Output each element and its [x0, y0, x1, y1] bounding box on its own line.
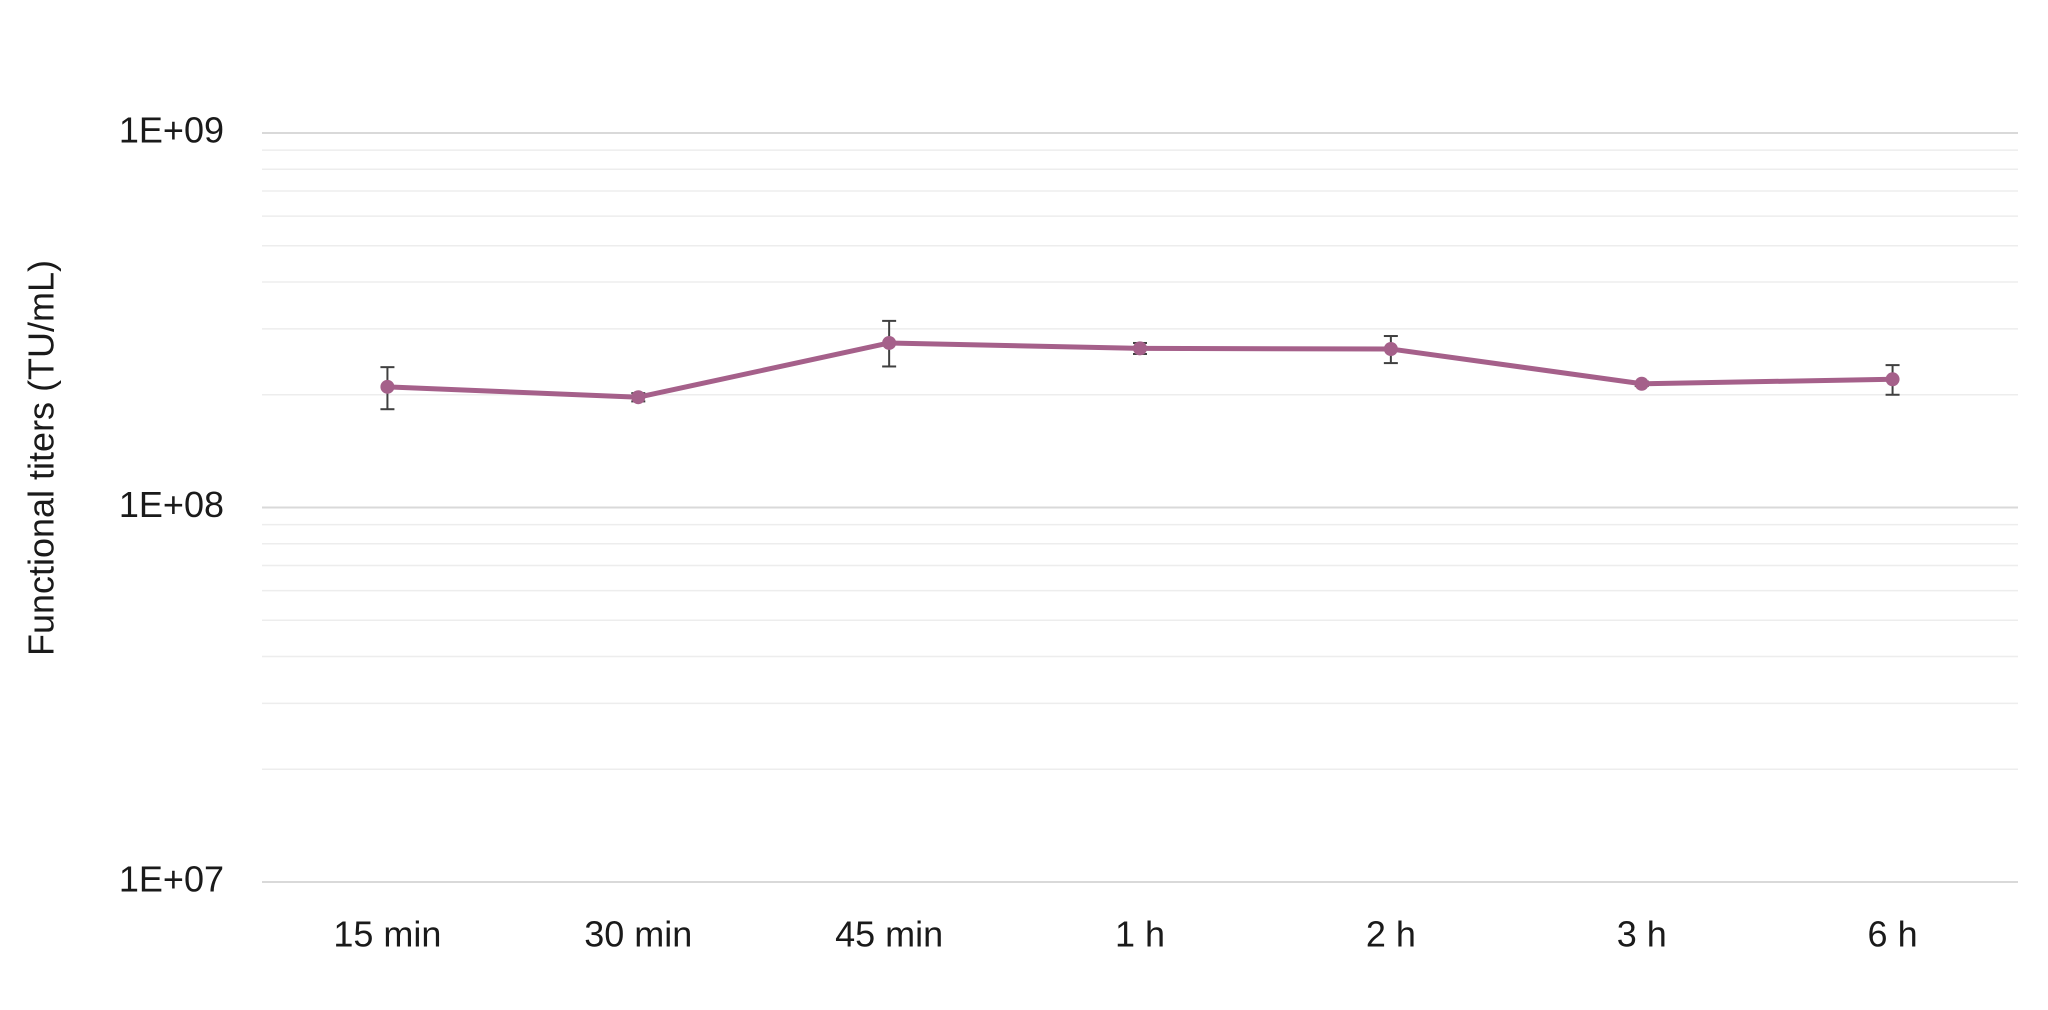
data-point	[1885, 372, 1900, 387]
y-tick-label: 1E+07	[119, 859, 224, 900]
y-axis-tick-labels: 1E+07 1E+08 1E+09	[119, 110, 224, 900]
x-tick-label: 2 h	[1366, 914, 1416, 955]
x-tick-label: 45 min	[835, 914, 943, 955]
x-tick-label: 3 h	[1617, 914, 1667, 955]
x-tick-label: 1 h	[1115, 914, 1165, 955]
gridlines	[262, 132, 2018, 883]
data-point	[882, 335, 897, 350]
data-point	[631, 390, 646, 405]
data-point	[1133, 341, 1147, 356]
data-point	[1383, 341, 1398, 356]
x-tick-label: 30 min	[584, 914, 692, 955]
x-tick-label: 6 h	[1868, 914, 1918, 955]
data-point	[1634, 376, 1649, 391]
y-tick-label: 1E+09	[119, 110, 224, 151]
series-0	[380, 319, 1900, 411]
data-point	[380, 379, 395, 394]
x-tick-label: 15 min	[333, 914, 441, 955]
y-tick-label: 1E+08	[119, 484, 224, 525]
y-axis-title: Functional titers (TU/mL)	[21, 260, 62, 656]
x-axis-tick-labels: 15 min 30 min 45 min 1 h 2 h 3 h 6 h	[333, 914, 1917, 955]
